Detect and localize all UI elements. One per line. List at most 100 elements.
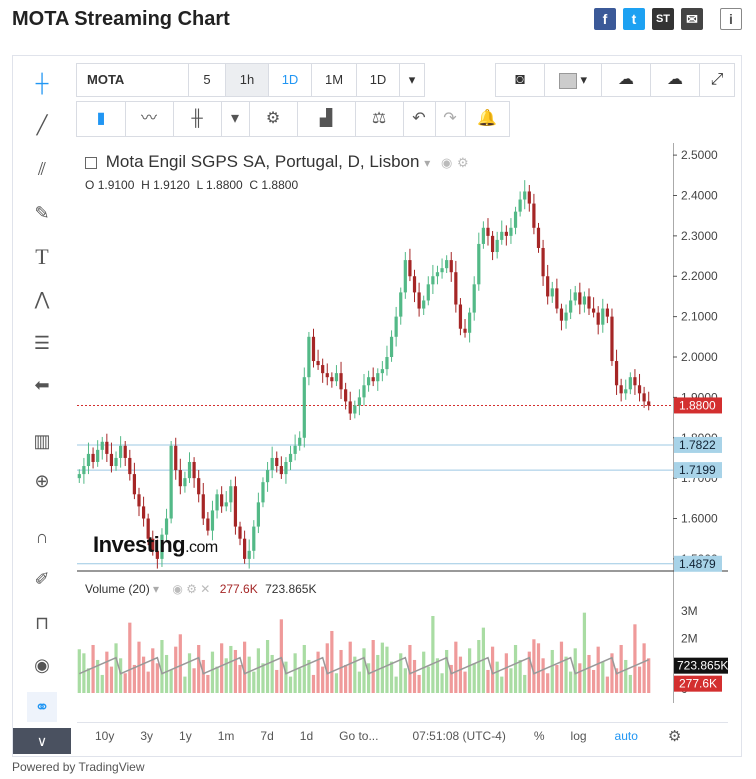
back-arrow-icon[interactable]: ⬅ xyxy=(34,375,50,395)
price-chart[interactable]: Nov2019 xyxy=(77,143,673,703)
brush-icon[interactable]: ✎ xyxy=(34,203,50,223)
alert-icon[interactable]: 🔔 xyxy=(477,110,497,127)
volume-bar xyxy=(256,648,260,693)
price-axis[interactable]: 2.50002.40002.30002.20002.10002.00001.90… xyxy=(673,143,728,703)
camera-icon[interactable]: ◙ xyxy=(496,64,545,96)
settings-gear-icon[interactable]: ⚙ xyxy=(667,728,682,745)
volume-bar xyxy=(642,643,646,693)
percent-toggle[interactable]: % xyxy=(533,729,545,743)
cloud-upload-icon[interactable]: ☁ xyxy=(651,64,700,96)
candle xyxy=(513,211,518,228)
volume-bar xyxy=(518,659,522,693)
volume-bar xyxy=(270,654,274,693)
chart-type-dropdown-icon[interactable]: ▾ xyxy=(221,102,250,136)
facebook-icon[interactable]: f xyxy=(594,8,616,30)
candle xyxy=(141,506,146,519)
twitter-icon[interactable]: t xyxy=(623,8,645,30)
volume-bar xyxy=(587,654,591,693)
range-1d[interactable]: 1d xyxy=(299,729,314,743)
trendline-icon[interactable]: ╱ xyxy=(36,115,48,135)
volume-bar xyxy=(412,659,417,693)
text-tool-icon[interactable]: T xyxy=(35,244,49,269)
indicators-icon[interactable]: ▥ xyxy=(33,431,51,451)
collapse-icon[interactable] xyxy=(85,156,97,169)
interval-1m[interactable]: 1M xyxy=(312,64,357,96)
line-chart-icon[interactable]: 〰 xyxy=(125,102,174,136)
email-icon[interactable]: ✉ xyxy=(681,8,703,30)
indicators-menu-icon[interactable]: ▟ xyxy=(297,102,356,136)
candle xyxy=(412,276,417,293)
interval-5[interactable]: 5 xyxy=(189,64,226,96)
candle xyxy=(105,441,109,454)
candle xyxy=(417,292,421,309)
volume-bar xyxy=(527,651,531,693)
cloud-download-icon[interactable]: ☁ xyxy=(602,64,651,96)
interval-dropdown-icon[interactable]: ▾ xyxy=(408,72,416,87)
chevron-down-icon[interactable]: ∨ xyxy=(13,728,71,754)
candle xyxy=(334,373,339,382)
magnet-icon[interactable]: ∩ xyxy=(35,527,49,547)
interval-1h[interactable]: 1h xyxy=(226,64,269,96)
volume-bar xyxy=(265,639,270,693)
level-label: 1.4879 xyxy=(679,557,716,571)
symbol-input[interactable]: MOTA xyxy=(77,64,189,96)
volume-bar xyxy=(275,669,279,693)
legend-eye-icon[interactable]: ◉ xyxy=(440,155,453,170)
candle xyxy=(311,336,316,362)
stocktwits-icon[interactable]: ST xyxy=(652,8,674,30)
range-7d[interactable]: 7d xyxy=(260,729,274,743)
range-1y[interactable]: 1y xyxy=(179,729,192,743)
log-toggle[interactable]: log xyxy=(570,729,587,743)
volume-bar xyxy=(357,671,362,693)
interval-1d-alt[interactable]: 1D xyxy=(357,64,400,96)
volume-bar xyxy=(546,673,550,693)
goto-button[interactable]: Go to... xyxy=(339,729,379,743)
color-picker[interactable]: ▾ xyxy=(545,64,602,96)
lock-drawing-icon[interactable]: ✐ xyxy=(34,569,50,589)
zoom-icon[interactable]: ⊕ xyxy=(34,471,50,491)
info-icon[interactable]: i xyxy=(720,8,742,30)
compare-icon[interactable]: ╫ xyxy=(173,102,222,136)
candle xyxy=(472,284,476,313)
fib-icon[interactable]: ⫽ xyxy=(37,159,47,179)
volume-bar xyxy=(431,615,435,693)
candle xyxy=(348,401,352,414)
measure-icon[interactable]: ☰ xyxy=(33,333,51,353)
investing-logo: Investing.com xyxy=(93,532,218,557)
candle xyxy=(601,308,605,325)
undo-icon[interactable]: ↶ xyxy=(403,102,436,136)
redo-icon[interactable]: ↷ xyxy=(435,102,466,136)
range-3y[interactable]: 3y xyxy=(140,729,154,743)
volume-bar xyxy=(206,674,210,693)
crosshair-icon[interactable]: ┼ xyxy=(35,73,49,93)
link-icon[interactable]: ⚭ xyxy=(27,692,57,722)
unlock-icon[interactable]: ⊓ xyxy=(34,613,50,633)
legend-settings-icon[interactable]: ⚙ xyxy=(457,155,469,170)
pattern-icon[interactable]: ⋀ xyxy=(34,289,50,309)
current-price-label: 1.8800 xyxy=(679,398,716,412)
volume-ma-label: 723.865K xyxy=(677,659,728,673)
eye-icon[interactable]: ◉ xyxy=(34,655,50,675)
balance-icon[interactable]: ⚖ xyxy=(355,102,404,136)
volume-bar xyxy=(440,673,444,693)
settings-icon[interactable]: ⚙ xyxy=(249,102,298,136)
candle xyxy=(86,453,91,467)
volume-bar xyxy=(91,644,95,693)
range-1m[interactable]: 1m xyxy=(217,729,235,743)
range-10y[interactable]: 10y xyxy=(95,729,115,743)
candles-icon[interactable]: ▮ xyxy=(77,102,126,136)
candle xyxy=(435,272,440,277)
interval-1d[interactable]: 1D xyxy=(269,64,312,96)
fullscreen-icon[interactable]: ⤢ xyxy=(710,71,724,88)
candle xyxy=(422,300,426,309)
volume-bar xyxy=(311,674,316,693)
auto-toggle[interactable]: auto xyxy=(614,729,638,743)
drawing-toolbar: ┼ ╱ ⫽ ✎ T ⋀ ☰ ⬅ ▥ ⊕ ∩ ✐ ⊓ ◉ ⚭ ∨ xyxy=(13,56,71,754)
candle xyxy=(261,482,265,503)
candle xyxy=(610,316,614,362)
price-tick-label: 1.6000 xyxy=(681,512,718,526)
volume-bar xyxy=(408,644,412,693)
candle xyxy=(247,550,251,559)
candle xyxy=(389,336,394,357)
candle xyxy=(233,486,238,527)
